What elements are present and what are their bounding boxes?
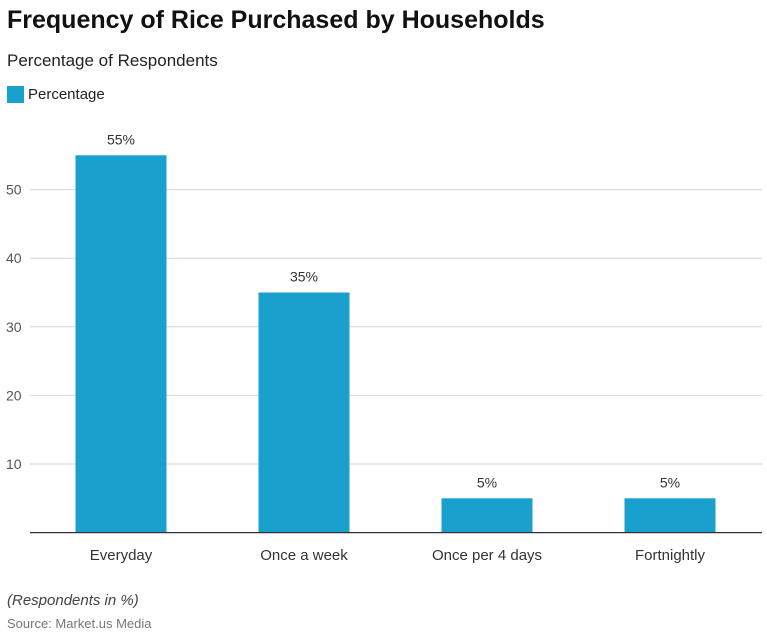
y-tick-label: 50 — [6, 182, 22, 198]
data-label: 55% — [107, 131, 135, 147]
y-tick-label: 40 — [6, 250, 22, 266]
chart-note: (Respondents in %) — [7, 592, 139, 609]
bar — [441, 498, 533, 533]
bar — [624, 498, 716, 533]
data-label: 5% — [477, 474, 497, 490]
chart-source: Source: Market.us Media — [7, 616, 152, 631]
y-tick-label: 10 — [6, 456, 22, 472]
bar — [258, 292, 350, 533]
y-tick-label: 30 — [6, 319, 22, 335]
x-tick-label: Once per 4 days — [432, 547, 542, 564]
data-label: 5% — [660, 474, 680, 490]
y-tick-label: 20 — [6, 387, 22, 403]
legend: Percentage — [7, 86, 105, 103]
x-tick-label: Fortnightly — [635, 547, 706, 564]
legend-label: Percentage — [28, 86, 105, 103]
x-tick-label: Everyday — [90, 547, 153, 564]
chart-title: Frequency of Rice Purchased by Household… — [7, 6, 545, 34]
data-label: 35% — [290, 269, 318, 285]
bar — [75, 155, 167, 533]
legend-swatch — [7, 86, 24, 103]
x-tick-label: Once a week — [260, 547, 348, 564]
chart-subtitle: Percentage of Respondents — [7, 51, 218, 70]
